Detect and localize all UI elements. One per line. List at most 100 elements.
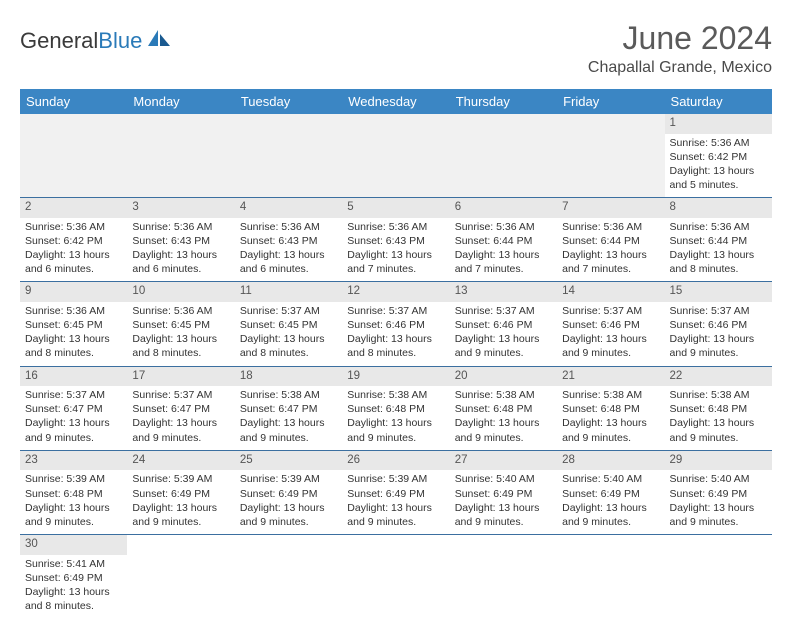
daylight-text: Daylight: 13 hours and 5 minutes. [670,164,767,192]
day-number: 5 [342,198,449,218]
day-number: 9 [20,282,127,302]
sunset-text: Sunset: 6:45 PM [25,318,122,332]
calendar-row: 2Sunrise: 5:36 AMSunset: 6:42 PMDaylight… [20,198,772,282]
calendar-cell: 27Sunrise: 5:40 AMSunset: 6:49 PMDayligh… [450,450,557,534]
header: GeneralBlue June 2024 Chapallal Grande, … [20,20,772,77]
day-number: 29 [665,451,772,471]
day-number: 4 [235,198,342,218]
calendar-cell: 16Sunrise: 5:37 AMSunset: 6:47 PMDayligh… [20,366,127,450]
sunset-text: Sunset: 6:47 PM [240,402,337,416]
daylight-text: Daylight: 13 hours and 9 minutes. [132,501,229,529]
sunset-text: Sunset: 6:45 PM [240,318,337,332]
sunrise-text: Sunrise: 5:39 AM [25,472,122,486]
calendar-cell [342,535,449,618]
day-number: 7 [557,198,664,218]
sunset-text: Sunset: 6:49 PM [347,487,444,501]
day-number: 12 [342,282,449,302]
weekday-header: Sunday [20,89,127,114]
sunset-text: Sunset: 6:49 PM [670,487,767,501]
daylight-text: Daylight: 13 hours and 9 minutes. [455,416,552,444]
sunset-text: Sunset: 6:43 PM [240,234,337,248]
calendar-cell: 23Sunrise: 5:39 AMSunset: 6:48 PMDayligh… [20,450,127,534]
sunset-text: Sunset: 6:48 PM [670,402,767,416]
calendar-cell: 17Sunrise: 5:37 AMSunset: 6:47 PMDayligh… [127,366,234,450]
sunset-text: Sunset: 6:49 PM [25,571,122,585]
calendar-cell: 24Sunrise: 5:39 AMSunset: 6:49 PMDayligh… [127,450,234,534]
weekday-header: Tuesday [235,89,342,114]
sunset-text: Sunset: 6:48 PM [562,402,659,416]
daylight-text: Daylight: 13 hours and 9 minutes. [562,501,659,529]
daylight-text: Daylight: 13 hours and 6 minutes. [240,248,337,276]
calendar-cell [127,535,234,618]
calendar-cell: 14Sunrise: 5:37 AMSunset: 6:46 PMDayligh… [557,282,664,366]
day-number: 18 [235,367,342,387]
day-number: 27 [450,451,557,471]
calendar-cell: 7Sunrise: 5:36 AMSunset: 6:44 PMDaylight… [557,198,664,282]
sunset-text: Sunset: 6:42 PM [25,234,122,248]
day-number: 10 [127,282,234,302]
calendar-cell: 4 Sunrise: 5:36 AMSunset: 6:43 PMDaylight… [235,198,342,282]
day-number: 8 [665,198,772,218]
sunrise-text: Sunrise: 5:37 AM [25,388,122,402]
calendar-cell [127,114,234,198]
calendar-cell: 9Sunrise: 5:36 AMSunset: 6:45 PMDaylight… [20,282,127,366]
sunrise-text: Sunrise: 5:36 AM [347,220,444,234]
sunset-text: Sunset: 6:48 PM [25,487,122,501]
sunrise-text: Sunrise: 5:37 AM [562,304,659,318]
day-number: 6 [450,198,557,218]
calendar-cell: 3Sunrise: 5:36 AMSunset: 6:43 PMDaylight… [127,198,234,282]
daylight-text: Daylight: 13 hours and 9 minutes. [240,501,337,529]
calendar-cell: 19Sunrise: 5:38 AMSunset: 6:48 PMDayligh… [342,366,449,450]
sunrise-text: Sunrise: 5:36 AM [670,220,767,234]
logo-text-general: General [20,28,98,54]
day-number: 3 [127,198,234,218]
day-number: 14 [557,282,664,302]
sunset-text: Sunset: 6:49 PM [240,487,337,501]
sunset-text: Sunset: 6:46 PM [455,318,552,332]
calendar-cell: 8Sunrise: 5:36 AMSunset: 6:44 PMDaylight… [665,198,772,282]
calendar-cell: 21Sunrise: 5:38 AMSunset: 6:48 PMDayligh… [557,366,664,450]
calendar-cell [665,535,772,618]
calendar-cell [20,114,127,198]
daylight-text: Daylight: 13 hours and 9 minutes. [670,332,767,360]
sunset-text: Sunset: 6:45 PM [132,318,229,332]
calendar-cell [557,114,664,198]
sunrise-text: Sunrise: 5:37 AM [455,304,552,318]
sunrise-text: Sunrise: 5:39 AM [347,472,444,486]
sunrise-text: Sunrise: 5:40 AM [455,472,552,486]
day-number: 22 [665,367,772,387]
calendar-row: 16Sunrise: 5:37 AMSunset: 6:47 PMDayligh… [20,366,772,450]
sunrise-text: Sunrise: 5:36 AM [562,220,659,234]
daylight-text: Daylight: 13 hours and 6 minutes. [25,248,122,276]
sunset-text: Sunset: 6:44 PM [670,234,767,248]
calendar-cell [235,114,342,198]
day-number: 25 [235,451,342,471]
calendar-cell: 12Sunrise: 5:37 AMSunset: 6:46 PMDayligh… [342,282,449,366]
calendar-cell: 30Sunrise: 5:41 AMSunset: 6:49 PMDayligh… [20,535,127,618]
daylight-text: Daylight: 13 hours and 9 minutes. [347,501,444,529]
sunrise-text: Sunrise: 5:37 AM [132,388,229,402]
location: Chapallal Grande, Mexico [588,59,772,77]
sunset-text: Sunset: 6:48 PM [455,402,552,416]
daylight-text: Daylight: 13 hours and 9 minutes. [25,416,122,444]
daylight-text: Daylight: 13 hours and 7 minutes. [455,248,552,276]
daylight-text: Daylight: 13 hours and 7 minutes. [562,248,659,276]
calendar-cell [450,535,557,618]
sunrise-text: Sunrise: 5:36 AM [25,304,122,318]
daylight-text: Daylight: 13 hours and 9 minutes. [25,501,122,529]
daylight-text: Daylight: 13 hours and 9 minutes. [562,332,659,360]
daylight-text: Daylight: 13 hours and 9 minutes. [455,501,552,529]
sunrise-text: Sunrise: 5:36 AM [240,220,337,234]
sunset-text: Sunset: 6:44 PM [455,234,552,248]
sunrise-text: Sunrise: 5:38 AM [455,388,552,402]
calendar-cell [450,114,557,198]
day-number: 2 [20,198,127,218]
calendar-cell: 29Sunrise: 5:40 AMSunset: 6:49 PMDayligh… [665,450,772,534]
sunrise-text: Sunrise: 5:36 AM [455,220,552,234]
day-number: 15 [665,282,772,302]
calendar-cell: 26Sunrise: 5:39 AMSunset: 6:49 PMDayligh… [342,450,449,534]
day-number: 23 [20,451,127,471]
calendar-cell: 2 Sunrise: 5:36 AMSunset: 6:42 PMDaylight… [20,198,127,282]
sunrise-text: Sunrise: 5:36 AM [25,220,122,234]
calendar-cell: 28Sunrise: 5:40 AMSunset: 6:49 PMDayligh… [557,450,664,534]
